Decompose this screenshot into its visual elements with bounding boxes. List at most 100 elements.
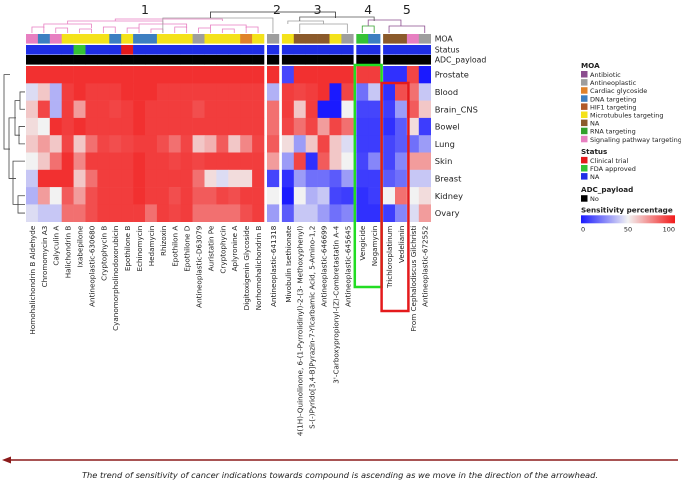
legend-moa-swatch [581, 95, 588, 102]
legend-title: ADC_payload [581, 185, 633, 194]
status-cell [305, 45, 318, 55]
heatmap-cell [26, 100, 39, 119]
dendrogram-branch [221, 28, 235, 33]
legend-adc-swatch [581, 195, 588, 202]
heatmap-cell [192, 152, 205, 171]
compound-label: S-(-)Pyrido[3,4-B]Pyrazin-7-Ylcarbamic A… [308, 226, 317, 429]
heatmap-cell [406, 66, 420, 84]
status-cell [356, 45, 369, 55]
dendrogram-branch [210, 11, 336, 18]
heatmap-cell [97, 83, 110, 101]
heatmap-cell [133, 152, 146, 171]
heatmap-cell [368, 117, 381, 136]
adc-cell [73, 55, 86, 65]
legend-title: Sensitivity percentage [581, 205, 673, 214]
heatmap-cell [109, 66, 122, 84]
heatmap-cell [192, 169, 205, 188]
status-cell [168, 45, 181, 55]
heatmap-cell [267, 152, 280, 171]
heatmap-cell [85, 83, 98, 101]
heatmap-cell [317, 83, 330, 101]
heatmap-cell [109, 169, 122, 188]
heatmap-cell [356, 135, 369, 153]
heatmap-cell [145, 66, 158, 84]
heatmap-cell [216, 66, 229, 84]
moa-cell [37, 34, 51, 44]
moa-cell [317, 34, 330, 44]
status-cell [156, 45, 170, 55]
heatmap-cell [418, 66, 431, 84]
status-cell [240, 45, 253, 55]
heatmap-cell [293, 187, 306, 205]
heatmap-cell [293, 83, 306, 101]
heatmap-cell [228, 187, 241, 205]
heatmap-cell [293, 152, 306, 171]
heatmap-cell [228, 169, 241, 188]
heatmap-cell [121, 83, 134, 101]
legend-moa-swatch [581, 87, 588, 94]
heatmap-cell [267, 135, 280, 153]
status-cell [109, 45, 122, 55]
heatmap-cell [109, 117, 122, 136]
status-cell [341, 45, 354, 55]
heatmap-cell [317, 152, 330, 171]
heatmap-cell [133, 83, 146, 101]
dendrogram-branch [67, 20, 164, 24]
compound-label: Vengicide [358, 225, 367, 260]
status-cell [329, 45, 342, 55]
heatmap-cell [49, 83, 62, 101]
heatmap-cell [418, 169, 431, 188]
dendrogram-branch [55, 27, 69, 33]
heatmap-cell [240, 152, 253, 171]
heatmap-cell [305, 135, 318, 153]
heatmap-cell [368, 100, 381, 119]
heatmap-cell [395, 83, 408, 101]
indication-label: Ovary [435, 208, 460, 218]
heatmap-cell [192, 117, 205, 136]
heatmap-cell [406, 169, 420, 188]
heatmap-cell [395, 187, 408, 205]
indication-label: Blood [435, 87, 458, 97]
heatmap-cell [204, 100, 217, 119]
heatmap-cell [61, 152, 74, 171]
legend-moa-swatch [581, 103, 588, 110]
moa-cell [228, 34, 241, 44]
heatmap-cell [383, 100, 396, 119]
heatmap-cell [61, 169, 74, 188]
heatmap-cell [305, 117, 318, 136]
status-cell [406, 45, 420, 55]
adc-cell [156, 55, 170, 65]
compound-label: Cryptophycin B [99, 226, 108, 281]
heatmap-cell [97, 135, 110, 153]
heatmap-cell [240, 83, 253, 101]
heatmap-cell [383, 135, 396, 153]
heatmap-cell [281, 83, 295, 101]
compound-label: Epothilon A [171, 226, 180, 267]
heatmap-cell [305, 66, 318, 84]
heatmap-cell [216, 100, 229, 119]
heatmap-cell [252, 100, 265, 119]
heatmap-cell [341, 117, 354, 136]
annotation-bars [26, 34, 431, 65]
heatmap-cell [156, 83, 170, 101]
legend-adc-label: No [590, 195, 599, 203]
heatmap-cell [293, 100, 306, 119]
status-cell [216, 45, 229, 55]
heatmap-cell [97, 204, 110, 222]
heatmap-cell [252, 66, 265, 84]
adc-cell [145, 55, 158, 65]
indication-label: Kidney [435, 191, 463, 201]
heatmap-cell [133, 66, 146, 84]
adc-cell [216, 55, 229, 65]
heatmap-cell [341, 66, 354, 84]
compound-label: Rhizoxin [159, 226, 168, 256]
heatmap-cell [383, 83, 396, 101]
heatmap-cell [204, 187, 217, 205]
heatmap-cell [368, 83, 381, 101]
status-cell [383, 45, 396, 55]
heatmap-cell [406, 187, 420, 205]
heatmap-cell [267, 204, 280, 222]
indication-label: Prostate [435, 70, 469, 80]
dendrogram-branch [198, 27, 211, 33]
heatmap-cell [180, 169, 193, 188]
